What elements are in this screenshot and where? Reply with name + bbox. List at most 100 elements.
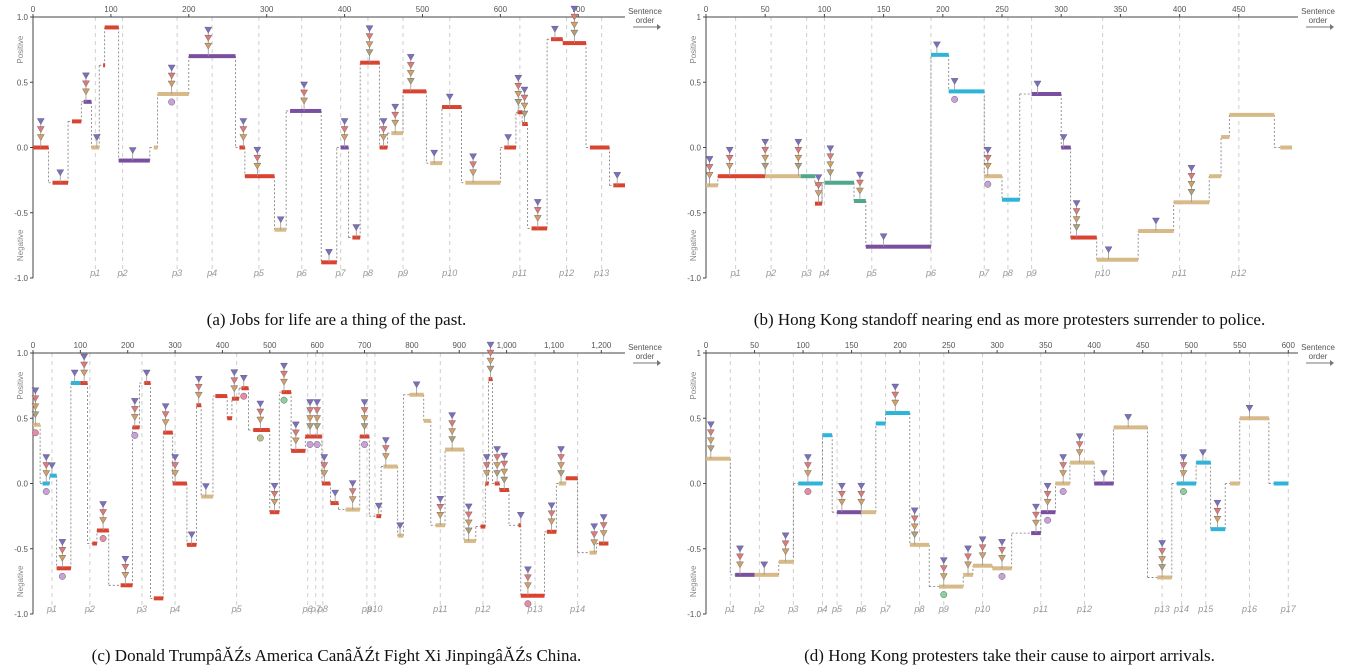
sentiment-marker	[1059, 134, 1068, 141]
x-axis-arrowhead	[657, 24, 661, 30]
sentiment-segment	[824, 180, 854, 185]
sentiment-segment	[865, 244, 931, 249]
sentiment-marker	[48, 462, 56, 470]
sentiment-segment	[188, 54, 236, 59]
sentiment-marker	[313, 415, 322, 422]
sentiment-marker	[1043, 483, 1052, 490]
paragraph-label: p3	[787, 604, 798, 614]
sentiment-marker	[978, 552, 987, 560]
sentiment-marker	[348, 488, 357, 495]
sentiment-dot	[1180, 488, 1187, 495]
paragraph-label: p3	[801, 268, 812, 278]
x-tick-label: 600	[494, 5, 508, 14]
sentiment-marker	[856, 179, 864, 187]
sentiment-marker	[58, 539, 67, 546]
sentiment-marker	[239, 375, 248, 382]
sentiment-marker	[230, 369, 239, 377]
sentiment-marker	[524, 582, 532, 590]
x-axis-label: Sentence	[1301, 343, 1335, 352]
sentiment-marker	[469, 161, 477, 169]
sentiment-marker	[82, 88, 90, 96]
paragraph-label: p6	[855, 604, 866, 614]
sentiment-segment	[33, 422, 41, 427]
x-tick-label: 400	[1088, 341, 1102, 350]
paragraph-label: p15	[1197, 604, 1214, 614]
paragraph-label: p9	[397, 268, 408, 278]
x-tick-label: 700	[572, 5, 586, 14]
sentiment-segment	[930, 52, 949, 57]
sentiment-marker	[464, 511, 473, 519]
sentiment-marker	[493, 470, 501, 477]
sentiment-marker	[204, 42, 213, 50]
y-tick-label: 0.5	[690, 78, 702, 87]
x-tick-label: 0	[31, 5, 36, 14]
sentiment-segment	[163, 430, 173, 435]
sentiment-segment	[104, 25, 119, 30]
sentiment-marker	[412, 381, 421, 389]
paragraph-label: p2	[117, 268, 128, 278]
sentiment-marker	[253, 147, 262, 154]
sentiment-marker	[80, 361, 88, 369]
sentiment-marker	[379, 126, 388, 133]
sentiment-marker	[82, 80, 90, 88]
paragraph-label: p1	[730, 268, 741, 278]
paragraph-label: p10	[974, 604, 990, 614]
paragraph-label: p7	[978, 268, 990, 278]
sentiment-segment	[153, 596, 164, 601]
sentiment-marker	[514, 99, 523, 106]
sentiment-marker	[239, 134, 248, 141]
x-tick-label: 100	[818, 5, 832, 14]
sentiment-marker	[130, 398, 139, 405]
sentiment-marker	[500, 452, 509, 460]
y-label-negative: Negative	[689, 229, 698, 261]
sentiment-marker	[1213, 515, 1222, 523]
sentiment-segment	[822, 433, 833, 438]
sentiment-marker	[1245, 405, 1254, 412]
caption-b: (b) Hong Kong standoff nearing end as mo…	[753, 310, 1266, 329]
sentiment-marker	[939, 573, 948, 580]
sentiment-marker	[570, 21, 579, 29]
chart-d: p1 p2 p3 p4 p5 p6 p7 p8 p9 p10 p11 p12 p13 p14 p15 p16 p…	[687, 341, 1335, 619]
sentiment-segment	[391, 131, 403, 136]
sentiment-marker	[707, 445, 715, 453]
sentiment-marker	[838, 499, 846, 506]
sentiment-marker	[736, 553, 744, 561]
sentiment-segment	[153, 145, 158, 150]
sentiment-marker	[436, 504, 445, 511]
paragraph-label: p4	[169, 604, 180, 614]
sentiment-marker	[36, 118, 45, 125]
sentiment-segment	[517, 110, 523, 115]
panel-a: p1 p2 p3 p4 p5 p6 p7 p8 p9 p10 p11 p12 p13 0 100 200 300…	[0, 0, 673, 335]
sentiment-marker	[547, 510, 556, 518]
sentiment-marker	[1043, 491, 1052, 498]
sentiment-marker	[493, 454, 501, 461]
paragraph-label: p11	[432, 604, 447, 614]
caption-d: (d) Hong Kong protesters take their caus…	[804, 646, 1215, 665]
x-tick-label: 300	[990, 341, 1004, 350]
paragraph-label: p8	[1002, 268, 1013, 278]
sentiment-marker	[1072, 224, 1081, 231]
sentiment-marker	[500, 468, 509, 476]
sentiment-marker	[391, 103, 400, 111]
sentiment-dot	[998, 572, 1006, 580]
sentiment-marker	[80, 369, 88, 377]
paragraph-label: p2	[84, 604, 95, 614]
panel-c: p1 p2 p3 p4 p5 p6 p7 p8 p9 p10 p11 p12 p13 p14 0 100 200…	[0, 336, 673, 671]
sentiment-marker	[306, 415, 314, 422]
sentiment-marker	[891, 399, 900, 407]
sentiment-marker	[325, 249, 333, 256]
paragraph-label: p6	[302, 604, 313, 614]
sentiment-marker	[253, 163, 262, 170]
y-tick-label: 0.5	[17, 78, 29, 87]
y-tick-label: -1.0	[687, 274, 701, 283]
sentiment-segment	[409, 392, 424, 397]
sentiment-segment	[1061, 145, 1071, 150]
x-tick-label: 100	[796, 341, 810, 350]
y-tick-label: -0.5	[14, 209, 28, 218]
x-tick-label: 600	[310, 341, 324, 350]
sentiment-marker	[430, 149, 439, 157]
sentiment-segment	[120, 583, 133, 588]
sentiment-segment	[765, 174, 801, 179]
sentiment-marker	[1075, 433, 1084, 441]
sentiment-marker	[1059, 462, 1067, 469]
